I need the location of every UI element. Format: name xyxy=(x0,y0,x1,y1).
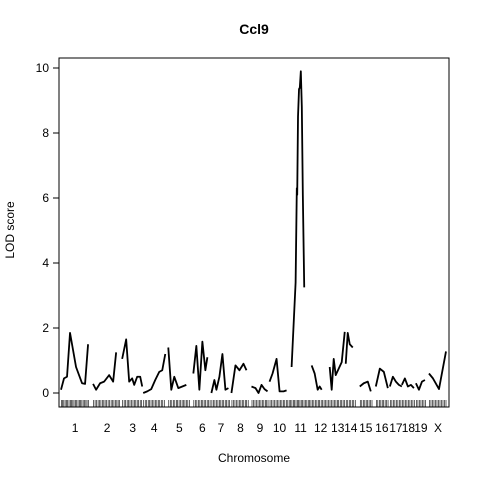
chart-title: Ccl9 xyxy=(239,21,269,37)
x-tick-label: 19 xyxy=(414,421,428,435)
y-tick-label: 4 xyxy=(42,256,49,270)
lod-curve-chr-8 xyxy=(230,362,248,394)
x-tick-label: 10 xyxy=(273,421,287,435)
plot-frame xyxy=(58,57,450,408)
x-tick-label: 9 xyxy=(257,421,264,435)
y-axis-label: LOD score xyxy=(3,201,17,259)
lod-curve-chr-9 xyxy=(251,383,269,394)
lod-curve-chr-16 xyxy=(374,367,389,389)
x-tick-label: 12 xyxy=(314,421,328,435)
x-tick-label: 6 xyxy=(199,421,206,435)
lod-curve-chr-3 xyxy=(121,338,144,387)
x-tick-label: 18 xyxy=(402,421,416,435)
x-axis-label: Chromosome xyxy=(218,451,290,465)
lod-curves xyxy=(60,70,447,394)
marker-rug xyxy=(61,400,447,407)
y-tick-label: 10 xyxy=(36,61,50,75)
lod-curve-chr-15 xyxy=(359,380,372,392)
lod-curve-chr-18 xyxy=(401,377,415,389)
lod-curve-chr-12 xyxy=(310,365,323,391)
y-tick-label: 8 xyxy=(42,126,49,140)
x-axis: 1 2 3 4 5 6 7 8 9 10 11 12 13 14 15 16 17 18 19 X xyxy=(72,421,442,435)
lod-curve-chr-1 xyxy=(60,331,89,390)
lod-curve-chr-10 xyxy=(268,357,287,393)
x-tick-label: 8 xyxy=(237,421,244,435)
lod-curve-chr-14 xyxy=(344,331,354,364)
x-tick-label: 1 xyxy=(72,421,79,435)
x-tick-label: 16 xyxy=(375,421,389,435)
x-tick-label: 2 xyxy=(104,421,111,435)
y-axis: 0 2 4 6 8 10 xyxy=(36,61,60,400)
x-tick-label: 15 xyxy=(359,421,373,435)
lod-curve-chr-X xyxy=(428,351,447,391)
lod-curve-chr-13 xyxy=(328,331,346,391)
lod-curve-chr-7 xyxy=(210,353,229,394)
x-tick-label: 13 xyxy=(331,421,345,435)
lod-curve-chr-6 xyxy=(192,340,209,391)
x-tick-label: 14 xyxy=(344,421,358,435)
lod-curve-chr-17 xyxy=(388,375,403,388)
x-tick-label: 3 xyxy=(129,421,136,435)
y-tick-label: 2 xyxy=(42,321,49,335)
x-tick-label: 4 xyxy=(151,421,158,435)
y-tick-label: 0 xyxy=(42,386,49,400)
lod-curve-chr-4 xyxy=(142,353,167,394)
lod-curve-chr-2 xyxy=(92,352,118,391)
x-tick-label: 17 xyxy=(389,421,403,435)
x-tick-label: X xyxy=(434,421,442,435)
x-tick-label: 5 xyxy=(176,421,183,435)
x-tick-label: 7 xyxy=(218,421,225,435)
lod-curve-chr-19 xyxy=(415,379,426,391)
lod-curve-chr-5 xyxy=(167,347,187,391)
y-tick-label: 6 xyxy=(42,191,49,205)
x-tick-label: 11 xyxy=(294,421,307,435)
lod-curve-chr-11 xyxy=(290,70,306,368)
